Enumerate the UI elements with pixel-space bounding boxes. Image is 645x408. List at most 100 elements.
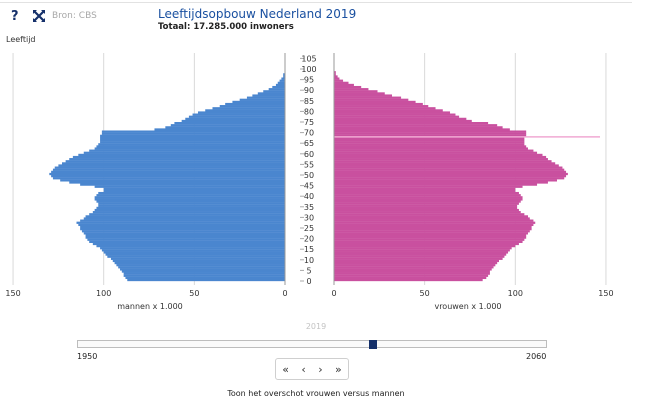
bar-women-age-22: [334, 232, 528, 235]
bar-men-age-60: [83, 151, 285, 154]
bar-women-age-72: [334, 126, 503, 129]
year-slider-handle[interactable]: [369, 340, 377, 349]
bar-women-age-26: [334, 223, 534, 227]
bar-women-age-63: [334, 145, 527, 148]
bar-women-age-51: [334, 170, 567, 174]
bar-men-age-4: [121, 270, 285, 273]
bar-men-age-93: [277, 81, 285, 84]
bar-women-age-80: [334, 109, 443, 112]
next-year-button[interactable]: ›: [318, 362, 323, 376]
year-slider-track[interactable]: [77, 340, 547, 348]
bar-women-age-21: [334, 234, 527, 237]
men-axis-title: mannen x 1.000: [117, 302, 183, 311]
bar-men-age-45: [80, 183, 285, 186]
bar-men-age-92: [275, 83, 285, 87]
help-button[interactable]: ?: [11, 9, 19, 24]
bar-women-age-40: [334, 194, 521, 197]
age-tick-label-40: 40: [304, 192, 314, 201]
bar-women-age-58: [334, 155, 547, 159]
bar-women-age-96: [334, 75, 338, 78]
bar-women-age-44: [334, 185, 523, 188]
bar-men-age-18: [89, 240, 285, 243]
bar-women-age-28: [334, 219, 534, 222]
bar-women-age-77: [334, 115, 460, 118]
bar-women-age-79: [334, 111, 451, 114]
bar-men-age-59: [78, 153, 286, 157]
bar-men-age-24: [80, 228, 285, 231]
age-tick-label-65: 65: [304, 139, 314, 148]
bar-men-age-80: [205, 109, 285, 112]
bar-women-age-30: [334, 215, 528, 218]
bar-men-age-64: [98, 143, 285, 146]
bar-women-age-71: [334, 128, 510, 131]
bar-men-age-53: [54, 166, 286, 169]
bar-women-age-5: [334, 268, 492, 271]
bar-men-age-77: [188, 115, 285, 118]
bar-women-age-94: [334, 79, 344, 82]
bar-women-age-1: [334, 276, 487, 280]
bar-women-age-16: [334, 244, 516, 248]
previous-year-button[interactable]: ‹: [301, 362, 306, 376]
bar-women-age-60: [334, 151, 538, 154]
bar-men-age-5: [120, 268, 285, 271]
bar-women-age-31: [334, 213, 525, 216]
bar-women-age-95: [334, 77, 340, 80]
bar-men-age-17: [92, 242, 286, 246]
bar-women-age-4: [334, 270, 490, 273]
bar-men-age-56: [65, 160, 285, 163]
bar-women-age-18: [334, 240, 523, 243]
bar-men-age-3: [123, 272, 285, 275]
bar-men-age-95: [281, 77, 285, 80]
age-tick-label-70: 70: [304, 129, 314, 138]
bar-women-age-6: [334, 266, 494, 269]
bar-women-age-19: [334, 238, 525, 241]
bar-men-age-84: [232, 100, 285, 104]
age-tick-label-60: 60: [304, 150, 314, 159]
men-x-tick-150: 150: [5, 289, 20, 298]
bar-men-age-74: [174, 122, 285, 125]
bar-men-age-25: [80, 225, 285, 229]
bar-men-age-1: [125, 276, 286, 280]
age-tick-label-55: 55: [304, 160, 314, 169]
last-year-button[interactable]: »: [335, 362, 342, 376]
bar-women-age-9: [334, 259, 499, 263]
bar-men-age-66: [100, 138, 285, 142]
bar-women-age-34: [334, 206, 518, 210]
current-year-label: 2019: [305, 322, 327, 331]
bar-men-age-26: [78, 223, 286, 227]
bar-men-age-57: [69, 158, 286, 161]
bar-men-age-19: [87, 238, 286, 241]
bar-men-age-35: [98, 204, 285, 207]
bar-men-age-83: [225, 102, 285, 106]
bar-men-age-42: [103, 189, 285, 193]
age-tick-label-100: 100: [301, 65, 316, 74]
bar-women-age-38: [334, 198, 523, 201]
bar-women-age-70: [334, 130, 527, 133]
bar-men-age-90: [268, 88, 285, 91]
bar-men-age-41: [98, 191, 285, 195]
bar-men-age-91: [272, 85, 285, 89]
bar-women-age-54: [334, 164, 559, 167]
age-tick-label-85: 85: [304, 97, 314, 106]
crossed-arrows-icon[interactable]: [32, 9, 46, 23]
bar-women-age-85: [334, 98, 409, 101]
men-x-tick-100: 100: [96, 289, 111, 298]
bar-women-age-53: [334, 166, 563, 169]
year-navigation: « ‹ › »: [275, 358, 349, 380]
bar-women-age-84: [334, 100, 416, 104]
bar-women-age-78: [334, 113, 456, 116]
bar-men-age-22: [83, 232, 285, 235]
age-tick-label-90: 90: [304, 86, 314, 95]
first-year-button[interactable]: «: [282, 362, 289, 376]
women-x-tick-150: 150: [598, 289, 613, 298]
bar-women-age-23: [334, 230, 530, 233]
chart-subtitle: Totaal: 17.285.000 inwoners: [158, 22, 294, 32]
bar-men-age-38: [94, 198, 285, 201]
bar-women-age-57: [334, 158, 548, 161]
bar-women-age-45: [334, 183, 538, 186]
bar-women-age-39: [334, 196, 523, 199]
surplus-toggle-link[interactable]: Toon het overschot vrouwen versus mannen: [227, 389, 405, 398]
bar-men-age-68: [100, 134, 285, 137]
bar-women-age-69: [334, 132, 527, 135]
bar-men-age-27: [76, 221, 285, 224]
